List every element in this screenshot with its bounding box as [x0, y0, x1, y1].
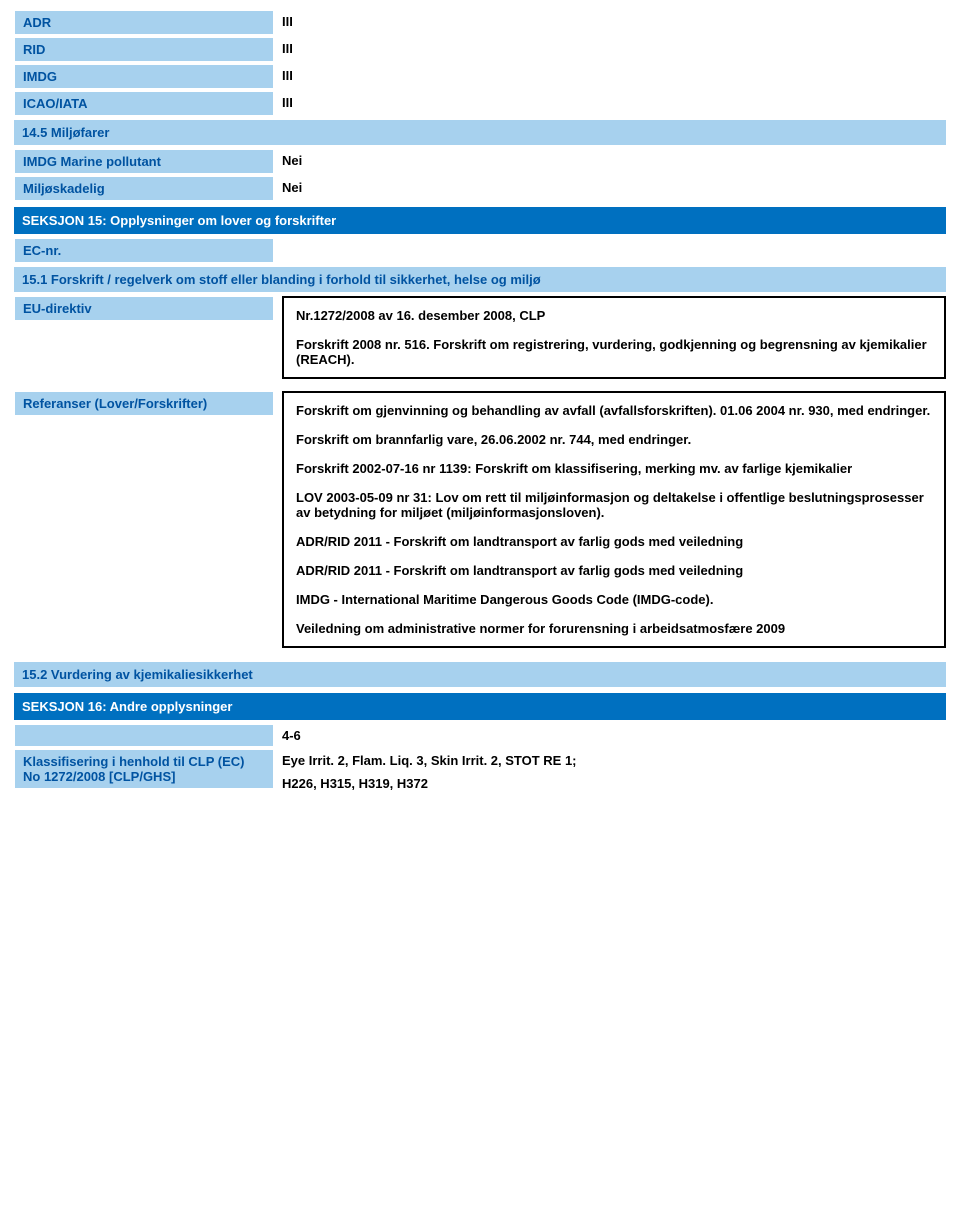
label-16-blank — [14, 724, 274, 747]
row-adr: ADR III — [14, 10, 946, 35]
subsection-miljofarer: 14.5 Miljøfarer — [14, 120, 946, 145]
row-miljoskadelig: Miljøskadelig Nei — [14, 176, 946, 201]
row-eu-direktiv: EU-direktiv Nr.1272/2008 av 16. desember… — [14, 296, 946, 389]
ref-box-line-1: Forskrift om gjenvinning og behandling a… — [296, 403, 932, 418]
ref-box-line-5: ADR/RID 2011 - Forskrift om landtranspor… — [296, 534, 932, 549]
value-clp-class: Eye Irrit. 2, Flam. Liq. 3, Skin Irrit. … — [274, 749, 946, 795]
value-marine-pollutant: Nei — [274, 149, 946, 174]
label-ec-nr: EC-nr. — [14, 238, 274, 263]
eu-direktiv-content: Nr.1272/2008 av 16. desember 2008, CLP F… — [274, 296, 946, 389]
section-16-title: SEKSJON 16: Andre opplysninger — [14, 693, 946, 720]
value-adr: III — [274, 10, 946, 35]
label-imdg: IMDG — [14, 64, 274, 89]
subsection-15-1: 15.1 Forskrift / regelverk om stoff elle… — [14, 267, 946, 292]
row-ec-nr: EC-nr. — [14, 238, 946, 263]
section-15-title: SEKSJON 15: Opplysninger om lover og for… — [14, 207, 946, 234]
row-16-blank: 4-6 — [14, 724, 946, 747]
referanser-content: Forskrift om gjenvinning og behandling a… — [274, 391, 946, 658]
clp-line-2: H226, H315, H319, H372 — [282, 776, 938, 791]
value-miljoskadelig: Nei — [274, 176, 946, 201]
label-marine-pollutant: IMDG Marine pollutant — [14, 149, 274, 174]
label-adr: ADR — [14, 10, 274, 35]
ref-box-line-7: IMDG - International Maritime Dangerous … — [296, 592, 932, 607]
ref-box-line-4: LOV 2003-05-09 nr 31: Lov om rett til mi… — [296, 490, 932, 520]
subsection-15-2: 15.2 Vurdering av kjemikaliesikkerhet — [14, 662, 946, 687]
label-eu-direktiv: EU-direktiv — [14, 296, 274, 321]
value-16-blank: 4-6 — [274, 724, 946, 747]
ref-box-line-2: Forskrift om brannfarlig vare, 26.06.200… — [296, 432, 932, 447]
label-miljoskadelig: Miljøskadelig — [14, 176, 274, 201]
label-rid: RID — [14, 37, 274, 62]
row-icao: ICAO/IATA III — [14, 91, 946, 116]
clp-line-1: Eye Irrit. 2, Flam. Liq. 3, Skin Irrit. … — [282, 753, 938, 768]
value-ec-nr — [274, 238, 946, 263]
ref-box-line-3: Forskrift 2002-07-16 nr 1139: Forskrift … — [296, 461, 932, 476]
label-icao: ICAO/IATA — [14, 91, 274, 116]
value-rid: III — [274, 37, 946, 62]
eu-box-line-2: Forskrift 2008 nr. 516. Forskrift om reg… — [296, 337, 932, 367]
label-clp-class: Klassifisering i henhold til CLP (EC) No… — [14, 749, 274, 789]
row-imdg: IMDG III — [14, 64, 946, 89]
label-referanser: Referanser (Lover/Forskrifter) — [14, 391, 274, 416]
row-clp-class: Klassifisering i henhold til CLP (EC) No… — [14, 749, 946, 795]
row-referanser: Referanser (Lover/Forskrifter) Forskrift… — [14, 391, 946, 658]
value-icao: III — [274, 91, 946, 116]
referanser-box: Forskrift om gjenvinning og behandling a… — [282, 391, 946, 648]
row-rid: RID III — [14, 37, 946, 62]
ref-box-line-6: ADR/RID 2011 - Forskrift om landtranspor… — [296, 563, 932, 578]
ref-box-line-8: Veiledning om administrative normer for … — [296, 621, 932, 636]
eu-direktiv-box: Nr.1272/2008 av 16. desember 2008, CLP F… — [282, 296, 946, 379]
row-marine-pollutant: IMDG Marine pollutant Nei — [14, 149, 946, 174]
eu-box-line-1: Nr.1272/2008 av 16. desember 2008, CLP — [296, 308, 932, 323]
value-imdg: III — [274, 64, 946, 89]
